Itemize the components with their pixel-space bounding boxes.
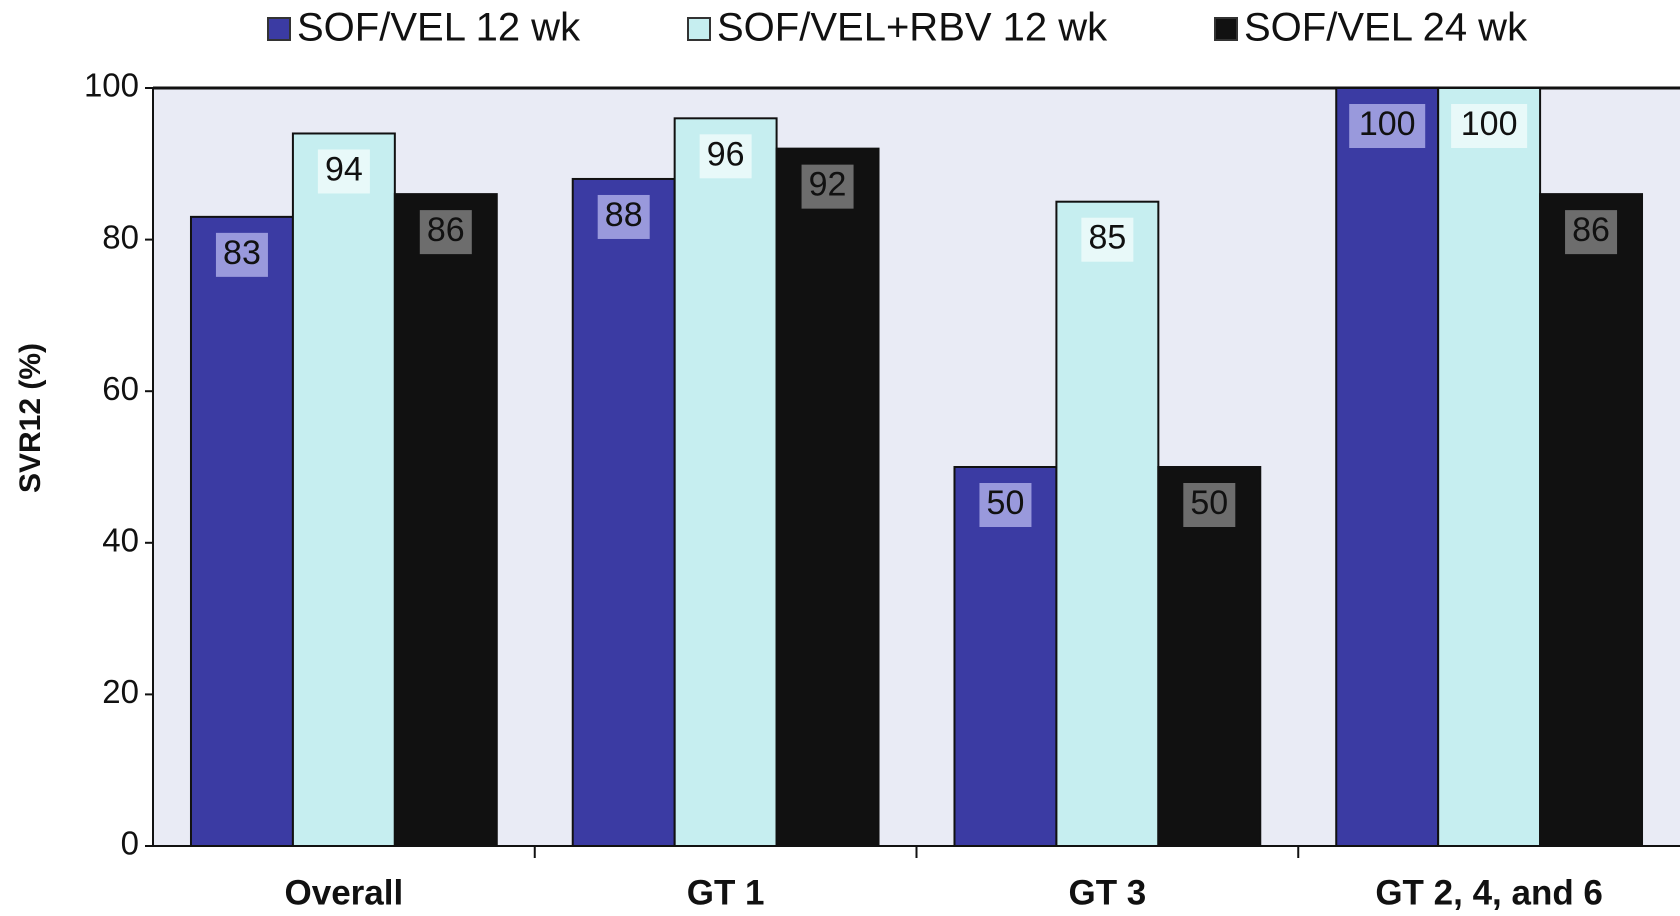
bar [1056, 202, 1158, 846]
y-tick-label: 80 [102, 218, 139, 255]
value-label: 50 [1190, 484, 1228, 522]
value-label: 94 [325, 150, 363, 188]
value-label: 100 [1461, 105, 1518, 143]
y-tick-label: 60 [102, 370, 139, 407]
x-tick-label: GT 2, 4, and 6 [1375, 873, 1603, 912]
value-label: 85 [1088, 219, 1126, 257]
value-label: 88 [605, 196, 643, 234]
bar [675, 118, 777, 846]
legend-swatch [268, 18, 290, 40]
y-tick-label: 40 [102, 522, 139, 559]
value-label: 96 [707, 135, 745, 173]
legend-swatch [688, 18, 710, 40]
value-label: 100 [1359, 105, 1416, 143]
x-tick-label: GT 1 [687, 873, 765, 912]
bar [777, 149, 879, 846]
value-label: 83 [223, 234, 261, 272]
value-label: 50 [987, 484, 1025, 522]
y-tick-label: 100 [84, 67, 139, 104]
x-tick-label: GT 3 [1068, 873, 1146, 912]
bar [1438, 88, 1540, 846]
y-tick-label: 0 [121, 825, 139, 862]
bar [293, 133, 395, 846]
chart: SVR12 (%) 0 20 40 60 80 100 Overall 83 94 86 GT 1 8… [0, 0, 1680, 916]
bar [573, 179, 675, 846]
bar [191, 217, 293, 846]
value-label: 86 [1572, 211, 1610, 249]
legend-label: SOF/VEL 24 wk [1244, 6, 1528, 50]
value-label: 92 [809, 166, 847, 204]
bar [395, 194, 497, 846]
legend-label: SOF/VEL 12 wk [297, 6, 581, 50]
y-axis-title: SVR12 (%) [14, 343, 47, 493]
x-tick-label: Overall [285, 873, 404, 912]
y-tick-label: 20 [102, 673, 139, 710]
value-label: 86 [427, 211, 465, 249]
legend-label: SOF/VEL+RBV 12 wk [717, 6, 1108, 50]
bar [1540, 194, 1642, 846]
legend-swatch [1215, 18, 1237, 40]
bar [1336, 88, 1438, 846]
